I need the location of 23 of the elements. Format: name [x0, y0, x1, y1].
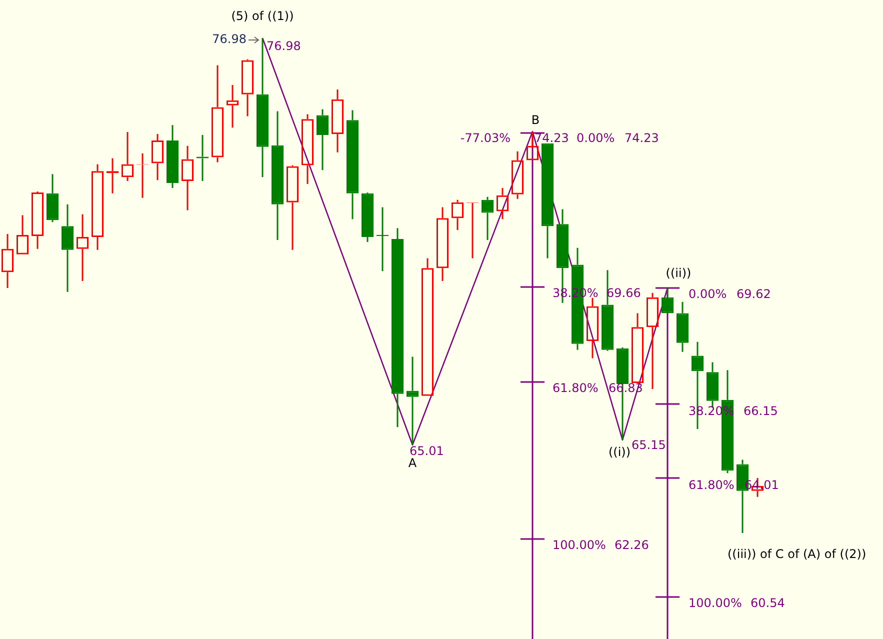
annotation: 65.15	[632, 438, 666, 452]
text: (5) of ((1))	[231, 9, 294, 24]
annotation: 74.23	[624, 131, 659, 146]
text: 60.54	[750, 596, 785, 610]
text: ((iii)) of C of (A) of ((2))	[728, 547, 866, 562]
annotation: 69.62	[736, 287, 771, 302]
annotation: 0.00%	[576, 131, 615, 146]
annotation: -77.03%	[460, 131, 510, 146]
text: 100.00%	[552, 538, 606, 552]
annotation: ((ii))	[666, 266, 692, 280]
text: 100.00%	[688, 596, 742, 610]
annotation: 76.98	[212, 32, 246, 46]
annotation: 0.00%	[688, 287, 727, 302]
annotation: 61.80%	[688, 478, 734, 492]
annotation: 76.98	[266, 39, 301, 54]
annotation: 66.15	[744, 404, 778, 418]
annotation: A	[408, 456, 418, 470]
annotation: 65.01	[410, 444, 444, 458]
annotation: ((i))	[608, 445, 631, 460]
annotation: 74.23	[534, 131, 569, 146]
annotation: 61.80%	[552, 381, 598, 396]
annotation: B	[531, 113, 540, 128]
text: 62.26	[614, 538, 649, 552]
